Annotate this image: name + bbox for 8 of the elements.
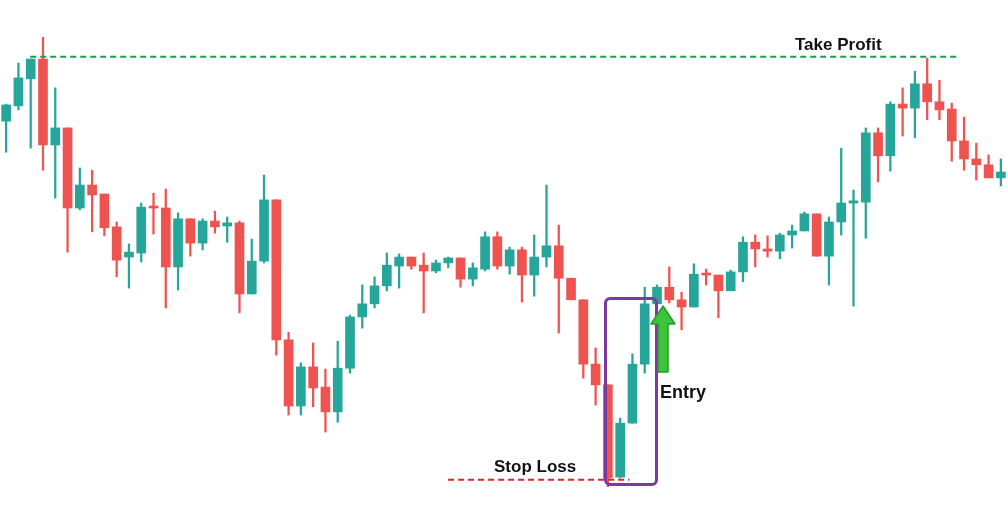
candlestick (848, 189, 859, 307)
candlestick (934, 79, 945, 121)
ref-line-label: Take Profit (795, 35, 882, 54)
candlestick (762, 235, 773, 258)
annotation: Entry (660, 382, 707, 402)
ref-line-label: Stop Loss (494, 457, 577, 476)
candlestick (676, 291, 687, 331)
candlestick (541, 184, 552, 268)
